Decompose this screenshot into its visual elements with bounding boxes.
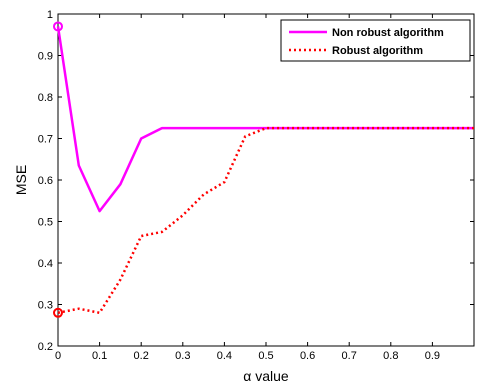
y-tick-label: 0.2 [38, 341, 53, 353]
ticks-group: 0 0.1 0.2 0.3 0.4 0.5 0.6 0.7 0.8 0.9 0.2 0.3 0.4 0.5… [38, 9, 474, 362]
y-tick-label: 0.6 [38, 175, 53, 187]
x-axis-label: α value [243, 368, 289, 384]
x-tick-label: 0.3 [175, 350, 190, 362]
legend: Non robust algorithm Robust algorithm [280, 19, 471, 62]
y-tick-label: 0.9 [38, 51, 53, 63]
x-tick-label: 0.7 [342, 350, 357, 362]
legend-box [280, 19, 471, 62]
x-tick-label: 0.6 [300, 350, 315, 362]
y-tick-label: 1 [47, 9, 53, 21]
series-marker-non-robust [53, 21, 63, 32]
x-tick-label: 0.8 [383, 350, 398, 362]
legend-label-non-robust: Non robust algorithm [332, 27, 444, 39]
y-tick-label: 0.5 [38, 217, 53, 229]
x-tick-label: 0.4 [217, 350, 232, 362]
x-tick-label: 0.2 [134, 350, 149, 362]
y-tick-label: 0.7 [38, 134, 53, 146]
x-tick-label: 0 [55, 350, 61, 362]
series-group [53, 21, 474, 318]
y-axis-label: MSE [13, 165, 29, 195]
y-tick-label: 0.3 [38, 300, 53, 312]
x-tick-label: 0.5 [258, 350, 273, 362]
x-tick-label: 0.9 [425, 350, 440, 362]
series-marker-robust [53, 307, 63, 318]
series-line-non-robust [56, 26, 474, 213]
plot-area [57, 13, 475, 347]
y-tick-label: 0.4 [38, 258, 53, 270]
x-tick-label: 0.1 [92, 350, 107, 362]
legend-label-robust: Robust algorithm [332, 45, 423, 57]
y-tick-label: 0.8 [38, 92, 53, 104]
